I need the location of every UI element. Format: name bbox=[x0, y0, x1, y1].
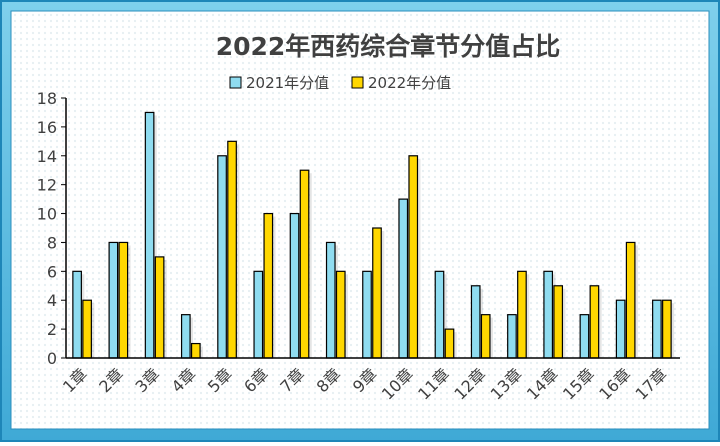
bar-2022-9章 bbox=[372, 227, 382, 359]
legend-label-2022: 2022年分值 bbox=[368, 74, 451, 92]
bar-2021-11章 bbox=[434, 270, 445, 359]
bar-2021-2章 bbox=[108, 241, 119, 359]
bar-2021-7章 bbox=[289, 212, 300, 359]
legend-swatch-2022 bbox=[351, 76, 364, 89]
y-tick-label: 2 bbox=[47, 320, 57, 339]
y-tick-label: 6 bbox=[47, 262, 57, 281]
y-tick-label: 12 bbox=[37, 176, 57, 195]
bar-2021-9章 bbox=[362, 270, 372, 359]
bar-2021-6章 bbox=[253, 270, 264, 359]
chart-title: 2022年西药综合章节分值占比 bbox=[216, 32, 561, 61]
y-tick-label: 8 bbox=[47, 233, 57, 252]
bar-2022-13章 bbox=[517, 270, 527, 359]
bar-2021-13章 bbox=[507, 314, 517, 359]
bar-2022-2章 bbox=[118, 241, 129, 359]
bar-2022-12章 bbox=[480, 314, 491, 359]
legend-label-2021: 2021年分值 bbox=[246, 74, 329, 92]
plot-background bbox=[10, 10, 710, 430]
y-tick-label: 10 bbox=[37, 205, 57, 224]
bar-2021-5章 bbox=[217, 155, 227, 359]
bar-2022-6章 bbox=[263, 212, 274, 359]
bar-2021-3章 bbox=[144, 111, 155, 359]
bar-2022-14章 bbox=[553, 285, 564, 359]
y-tick-label: 14 bbox=[37, 147, 57, 166]
bars bbox=[72, 111, 675, 359]
bar-2021-1章 bbox=[72, 270, 82, 359]
y-tick-label: 18 bbox=[37, 89, 57, 108]
y-tick-label: 16 bbox=[37, 118, 57, 137]
legend: 2021年分值 2022年分值 bbox=[229, 74, 451, 92]
bar-2022-1章 bbox=[82, 299, 92, 359]
y-axis: 0 2 4 6 8 10 12 14 16 18 bbox=[37, 89, 67, 368]
bar-2021-14章 bbox=[543, 270, 554, 359]
bar-2022-7章 bbox=[299, 169, 310, 359]
y-tick-label: 4 bbox=[47, 291, 57, 310]
bar-2022-16章 bbox=[625, 241, 636, 359]
bar-2021-17章 bbox=[652, 299, 662, 359]
bar-2022-11章 bbox=[444, 328, 455, 359]
bar-2022-15章 bbox=[589, 285, 600, 359]
legend-swatch-2021 bbox=[229, 76, 242, 89]
bar-2022-8章 bbox=[335, 270, 346, 359]
bar-2021-8章 bbox=[325, 241, 336, 359]
bar-2022-5章 bbox=[227, 140, 237, 359]
bar-2022-17章 bbox=[662, 299, 672, 359]
bar-2021-10章 bbox=[398, 198, 409, 359]
bar-2021-16章 bbox=[615, 299, 626, 359]
bar-2022-10章 bbox=[408, 155, 419, 359]
bar-2022-4章 bbox=[190, 342, 201, 359]
bar-2021-12章 bbox=[470, 285, 481, 359]
bar-2021-4章 bbox=[180, 314, 191, 359]
bar-2022-3章 bbox=[154, 256, 165, 359]
y-tick-label: 0 bbox=[47, 349, 57, 368]
bar-2021-15章 bbox=[579, 314, 590, 359]
